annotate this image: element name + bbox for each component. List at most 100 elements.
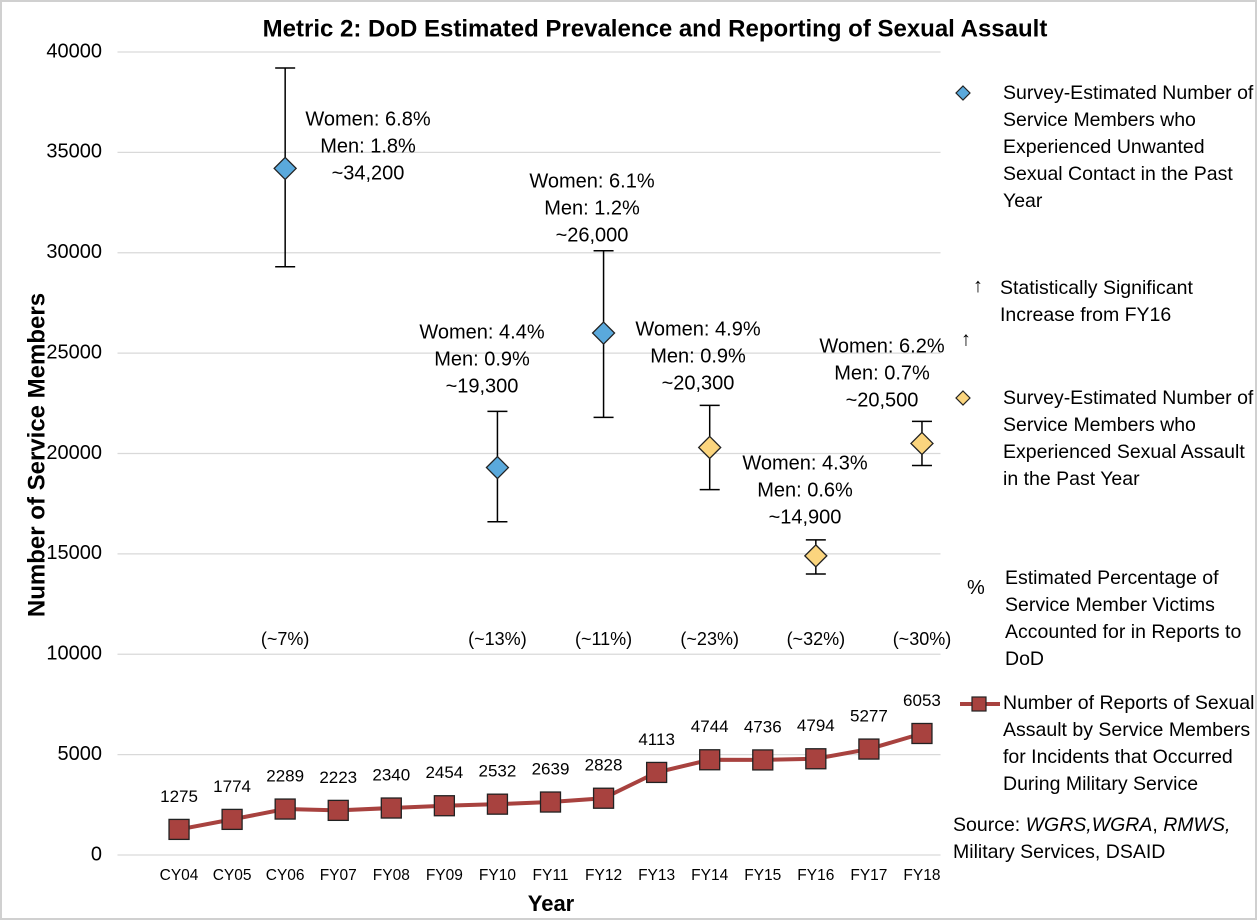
source-part: , bbox=[1152, 814, 1164, 836]
diamond-marker bbox=[910, 431, 934, 456]
x-tick-label: FY11 bbox=[533, 867, 569, 884]
data-label: 1774 bbox=[213, 777, 251, 796]
legend-label: Survey-Estimated Number of Service Membe… bbox=[1003, 82, 1254, 212]
data-label: 6053 bbox=[903, 691, 941, 710]
data-label: 5277 bbox=[850, 707, 888, 726]
square-marker bbox=[433, 795, 456, 817]
legend-label: Survey-Estimated Number of Service Membe… bbox=[1003, 387, 1254, 490]
note-label: Men: 0.7% bbox=[834, 362, 930, 384]
legend-label: Statistically Significant Increase from … bbox=[1000, 277, 1193, 326]
diamond-marker bbox=[485, 455, 510, 480]
percent-label: (~7%) bbox=[261, 629, 310, 649]
square-marker bbox=[327, 799, 349, 822]
data-label: 2223 bbox=[319, 768, 357, 787]
y-tick-label: 35000 bbox=[46, 141, 102, 163]
data-label: 2639 bbox=[532, 760, 570, 779]
note-label: Women: 4.3% bbox=[742, 452, 867, 474]
square-marker bbox=[592, 787, 615, 809]
diamond-marker bbox=[697, 435, 722, 460]
percent-label: (~11%) bbox=[575, 629, 632, 649]
data-label: 2828 bbox=[585, 756, 623, 775]
y-tick-label: 10000 bbox=[46, 643, 102, 665]
x-tick-label: FY17 bbox=[850, 867, 887, 884]
y-tick-label: 15000 bbox=[46, 542, 102, 564]
diamond-marker bbox=[273, 156, 298, 181]
diamond-marker bbox=[803, 543, 828, 568]
legend-marker bbox=[971, 696, 987, 712]
chart-title: Metric 2: DoD Estimated Prevalence and R… bbox=[263, 15, 1048, 42]
note-label: Men: 1.8% bbox=[320, 135, 416, 157]
value-label: ~26,000 bbox=[556, 224, 629, 246]
y-tick-label: 5000 bbox=[58, 743, 103, 765]
percent-label: (~32%) bbox=[787, 629, 846, 649]
note-label: Women: 6.8% bbox=[305, 108, 430, 130]
value-label: ~19,300 bbox=[446, 375, 519, 397]
square-marker bbox=[752, 749, 774, 771]
note-label: Women: 4.9% bbox=[635, 318, 760, 340]
x-tick-label: FY08 bbox=[373, 867, 410, 884]
percent-label: (~30%) bbox=[893, 629, 952, 649]
y-tick-label: 25000 bbox=[46, 341, 102, 363]
x-tick-label: CY06 bbox=[266, 867, 305, 884]
x-tick-label: FY12 bbox=[585, 867, 622, 884]
note-label: Men: 0.9% bbox=[650, 345, 746, 367]
legend-symbol: ↑ bbox=[973, 275, 983, 297]
note-label: Women: 4.4% bbox=[419, 321, 544, 343]
note-label: Men: 0.6% bbox=[757, 479, 853, 501]
note-label: Men: 0.9% bbox=[434, 348, 530, 370]
diamond-marker bbox=[591, 321, 616, 345]
legend-marker bbox=[955, 85, 971, 101]
y-axis-title: Number of Service Members bbox=[23, 293, 50, 617]
x-tick-label: FY14 bbox=[691, 867, 728, 884]
square-marker bbox=[539, 791, 562, 813]
note-label: Women: 6.1% bbox=[529, 170, 654, 192]
legend-label: Number of Reports of Sexual Assault by S… bbox=[1003, 692, 1255, 795]
square-marker bbox=[168, 818, 190, 841]
x-tick-label: FY07 bbox=[320, 867, 357, 884]
y-tick-label: 20000 bbox=[46, 442, 102, 464]
data-label: 4794 bbox=[797, 716, 835, 735]
square-marker bbox=[486, 793, 509, 815]
legend-marker bbox=[955, 390, 971, 406]
note-label: Women: 6.2% bbox=[819, 335, 944, 357]
square-marker bbox=[274, 798, 296, 820]
square-marker bbox=[221, 808, 243, 831]
y-tick-label: 40000 bbox=[46, 40, 102, 62]
x-tick-label: CY05 bbox=[213, 867, 252, 884]
x-tick-label: FY09 bbox=[426, 867, 463, 884]
source-part: Source: bbox=[953, 814, 1026, 836]
x-tick-label: FY16 bbox=[797, 867, 834, 884]
square-marker bbox=[858, 738, 880, 760]
source: Source: WGRS,WGRA, RMWS, Military Servic… bbox=[953, 812, 1253, 866]
data-label: 2532 bbox=[479, 762, 517, 781]
data-label: 2340 bbox=[372, 766, 410, 785]
data-label: 1275 bbox=[160, 787, 198, 806]
data-label: 4744 bbox=[691, 717, 729, 736]
x-tick-label: FY15 bbox=[744, 867, 781, 884]
data-label: 4113 bbox=[638, 730, 675, 749]
y-tick-label: 30000 bbox=[46, 241, 102, 263]
square-marker bbox=[380, 797, 402, 819]
percent-label: (~23%) bbox=[680, 629, 739, 649]
value-label: ~14,900 bbox=[769, 506, 842, 528]
square-marker bbox=[645, 761, 668, 784]
x-tick-label: FY13 bbox=[638, 867, 675, 884]
source-part: RMWS, bbox=[1163, 814, 1231, 836]
note-label: Men: 1.2% bbox=[544, 197, 640, 219]
x-tick-label: FY18 bbox=[903, 867, 940, 884]
y-tick-label: 0 bbox=[91, 843, 102, 865]
data-label: 4736 bbox=[744, 717, 782, 736]
source-part: WGRS,WGRA bbox=[1025, 814, 1153, 836]
square-marker bbox=[699, 749, 721, 771]
x-tick-label: CY04 bbox=[160, 867, 199, 884]
legend-label: Estimated Percentage of Service Member V… bbox=[1005, 567, 1242, 670]
significance-mark: ↑ bbox=[961, 328, 971, 350]
value-label: ~20,500 bbox=[846, 389, 919, 411]
square-marker bbox=[805, 748, 827, 770]
x-tick-label: FY10 bbox=[479, 867, 516, 884]
data-label: 2454 bbox=[425, 763, 463, 782]
value-label: ~34,200 bbox=[332, 162, 405, 184]
x-axis-title: Year bbox=[528, 891, 575, 916]
